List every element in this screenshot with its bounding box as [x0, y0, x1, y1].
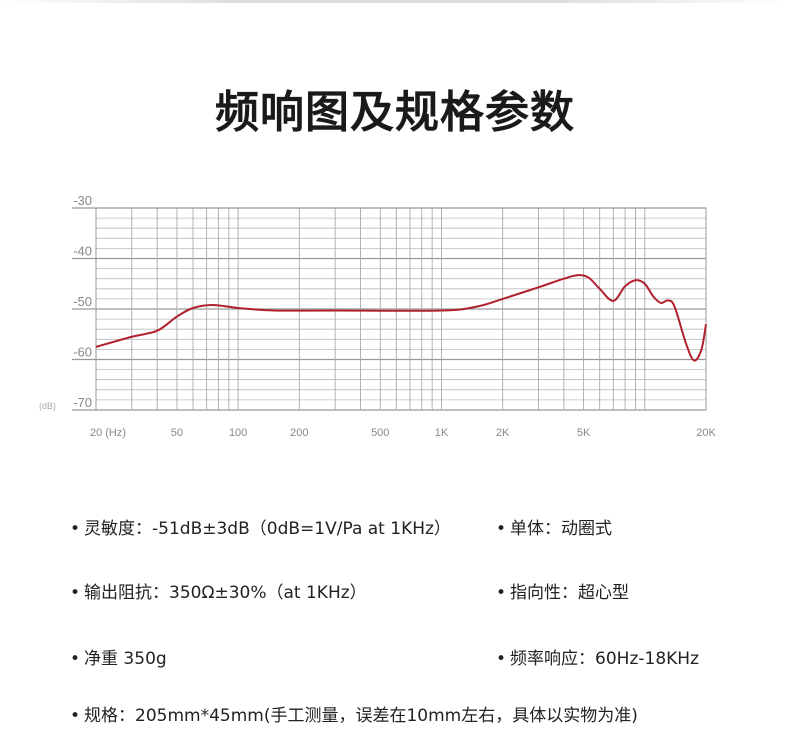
- spec-sensitivity: • 灵敏度：-51dB±3dB（0dB=1V/Pa at 1KHz）: [70, 514, 451, 539]
- page-title: 频响图及规格参数: [215, 87, 575, 138]
- top-divider: [0, 0, 790, 3]
- spec-driver: • 单体：动圈式: [496, 514, 612, 539]
- bullet: •: [496, 649, 507, 669]
- response-curve: [95, 274, 707, 362]
- spec-text: 频率响应：60Hz-18KHz: [510, 649, 699, 669]
- y-tick-label: -40: [73, 244, 92, 259]
- bullet: •: [496, 519, 507, 539]
- spec-frequency-response: • 频率响应：60Hz-18KHz: [496, 644, 699, 669]
- bullet: •: [70, 519, 81, 539]
- bullet: •: [70, 649, 81, 669]
- spec-weight: • 净重 350g: [70, 644, 167, 669]
- x-tick-label: 1K: [435, 427, 449, 439]
- bullet: •: [70, 706, 81, 726]
- x-tick-label: 20K: [696, 427, 716, 439]
- x-tick-label: 2K: [496, 427, 510, 439]
- x-tick-label: 200: [290, 427, 308, 439]
- bullet: •: [496, 583, 507, 603]
- x-tick-label: 20 (Hz): [90, 427, 126, 439]
- spec-text: 指向性：超心型: [510, 583, 630, 603]
- x-tick-label: 500: [371, 427, 389, 439]
- plot-border: [95, 207, 707, 411]
- spec-text: 规格：205mm*45mm(手工测量，误差在10mm左右，具体以实物为准): [84, 706, 638, 726]
- spec-text: 输出阻抗：350Ω±30%（at 1KHz）: [84, 583, 367, 603]
- x-tick-label: 100: [229, 427, 247, 439]
- frequency-response-chart: -30 -40 -50 -60 -70 (dB) 20 (Hz) 50 100 200 500 1K 2…: [39, 193, 716, 439]
- spec-impedance: • 输出阻抗：350Ω±30%（at 1KHz）: [70, 578, 367, 603]
- spec-size: • 规格：205mm*45mm(手工测量，误差在10mm左右，具体以实物为准): [70, 701, 638, 726]
- y-tick-label: -60: [73, 345, 92, 360]
- x-tick-label: 5K: [577, 427, 591, 439]
- y-unit-label: (dB): [39, 401, 56, 411]
- y-tick-label: -30: [73, 193, 92, 208]
- spec-text: 净重 350g: [84, 649, 167, 669]
- y-tick-label: -70: [73, 395, 92, 410]
- bullet: •: [70, 583, 81, 603]
- y-tick-label: -50: [73, 294, 92, 309]
- spec-text: 灵敏度：-51dB±3dB（0dB=1V/Pa at 1KHz）: [84, 519, 451, 539]
- spec-text: 单体：动圈式: [510, 519, 613, 539]
- spec-polar-pattern: • 指向性：超心型: [496, 578, 629, 603]
- x-tick-label: 50: [171, 427, 183, 439]
